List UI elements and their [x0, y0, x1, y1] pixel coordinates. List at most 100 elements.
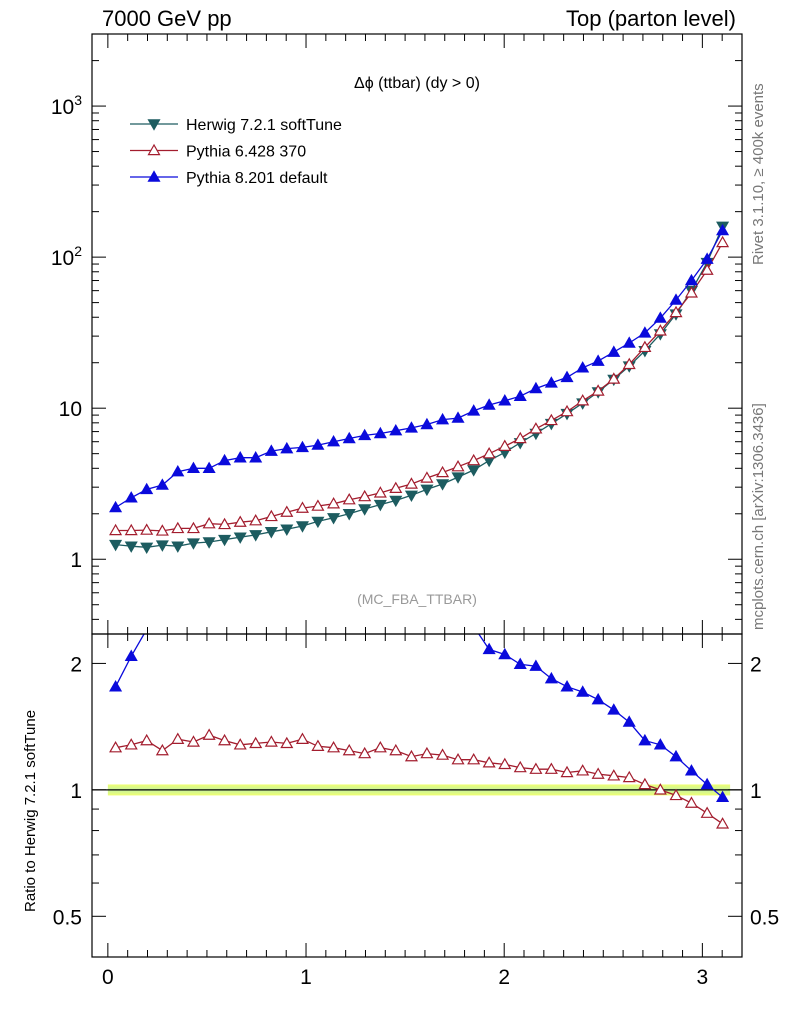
data-point	[342, 492, 356, 505]
data-point	[513, 657, 527, 670]
data-point	[684, 273, 699, 286]
data-point	[451, 411, 465, 423]
data-point	[264, 444, 278, 456]
data-point	[453, 621, 464, 631]
data-point	[529, 381, 543, 394]
data-point	[482, 756, 496, 768]
data-point	[373, 740, 387, 753]
data-point	[202, 537, 216, 549]
series-line	[115, 230, 724, 509]
data-point	[140, 542, 154, 554]
plot-title: Δϕ (ttbar) (dy > 0)	[354, 75, 480, 92]
data-point	[218, 534, 232, 547]
collision-energy-label: 7000 GeV pp	[102, 6, 232, 31]
data-point	[124, 738, 138, 750]
data-point	[172, 578, 183, 588]
data-point	[235, 564, 246, 574]
data-point	[436, 748, 450, 760]
data-point	[358, 504, 372, 516]
data-point	[638, 777, 652, 790]
data-point	[264, 527, 278, 539]
data-point	[591, 767, 605, 779]
data-point	[250, 569, 261, 579]
y-tick-label: 0.5	[53, 906, 82, 929]
y-tick-label: 1	[70, 549, 82, 572]
data-point	[155, 540, 169, 552]
data-point	[622, 357, 636, 370]
data-point	[342, 509, 356, 521]
data-point	[420, 746, 434, 759]
main-panel: 1 10 102 103 Δϕ (ttbar) (dy > 0) (MC_FBA_TTBA…	[51, 33, 743, 635]
data-point	[576, 394, 590, 406]
data-point	[467, 404, 481, 416]
data-point	[560, 765, 574, 778]
data-point	[264, 735, 278, 747]
data-point	[218, 517, 232, 530]
data-point	[591, 384, 605, 396]
data-point	[451, 472, 465, 484]
data-point	[653, 324, 667, 336]
data-point	[389, 743, 403, 756]
data-point	[140, 733, 154, 746]
data-point	[607, 345, 621, 357]
ratio-y-axis-label: Ratio to Herwig 7.2.1 softTune	[22, 709, 39, 912]
data-point	[638, 326, 652, 338]
data-point	[513, 431, 527, 444]
data-point	[576, 685, 590, 697]
data-point	[155, 524, 169, 536]
legend-marker	[147, 119, 161, 131]
data-point	[498, 439, 512, 451]
data-point	[669, 749, 683, 762]
data-point	[249, 736, 263, 749]
data-point	[358, 428, 372, 441]
data-point	[560, 404, 574, 417]
legend-marker	[147, 143, 161, 156]
data-point	[188, 578, 199, 588]
data-point	[638, 733, 652, 746]
data-point	[311, 739, 325, 751]
data-point	[264, 509, 278, 522]
data-point	[420, 484, 434, 497]
x-tick-label: 3	[697, 966, 709, 989]
data-point	[716, 790, 730, 803]
data-point	[140, 523, 154, 535]
data-point	[280, 441, 294, 454]
data-point	[607, 769, 621, 781]
data-point	[109, 740, 123, 753]
observable-label: Top (parton level)	[566, 6, 736, 31]
data-point	[669, 293, 683, 305]
data-point	[311, 499, 325, 511]
data-point	[420, 471, 434, 483]
data-point	[249, 451, 263, 463]
data-point	[109, 500, 123, 513]
data-point	[498, 757, 512, 770]
data-point	[155, 478, 169, 490]
data-point	[358, 489, 372, 502]
data-point	[280, 524, 294, 536]
data-point	[295, 501, 309, 513]
x-tick-label: 1	[300, 966, 312, 989]
y-tick-label: 10	[59, 398, 82, 421]
series-line	[115, 226, 724, 548]
data-point	[544, 762, 558, 774]
data-point	[544, 376, 558, 388]
data-point	[404, 749, 418, 762]
mcplots-label: mcplots.cern.ch [arXiv:1306.3436]	[750, 403, 767, 630]
data-point	[233, 451, 247, 463]
data-point	[560, 370, 574, 383]
data-point	[124, 523, 138, 536]
data-point	[389, 423, 403, 436]
data-point	[420, 417, 434, 430]
data-point	[140, 634, 154, 635]
data-point	[482, 398, 496, 410]
data-point	[312, 572, 323, 582]
y-tick-label-right: 1	[750, 780, 762, 803]
y-tick-label: 103	[51, 92, 82, 119]
data-point	[124, 649, 138, 661]
data-point	[373, 486, 387, 498]
data-point	[498, 394, 512, 406]
data-point	[669, 305, 683, 318]
legend-label: Herwig 7.2.1 softTune	[186, 117, 342, 134]
data-point	[684, 764, 699, 776]
